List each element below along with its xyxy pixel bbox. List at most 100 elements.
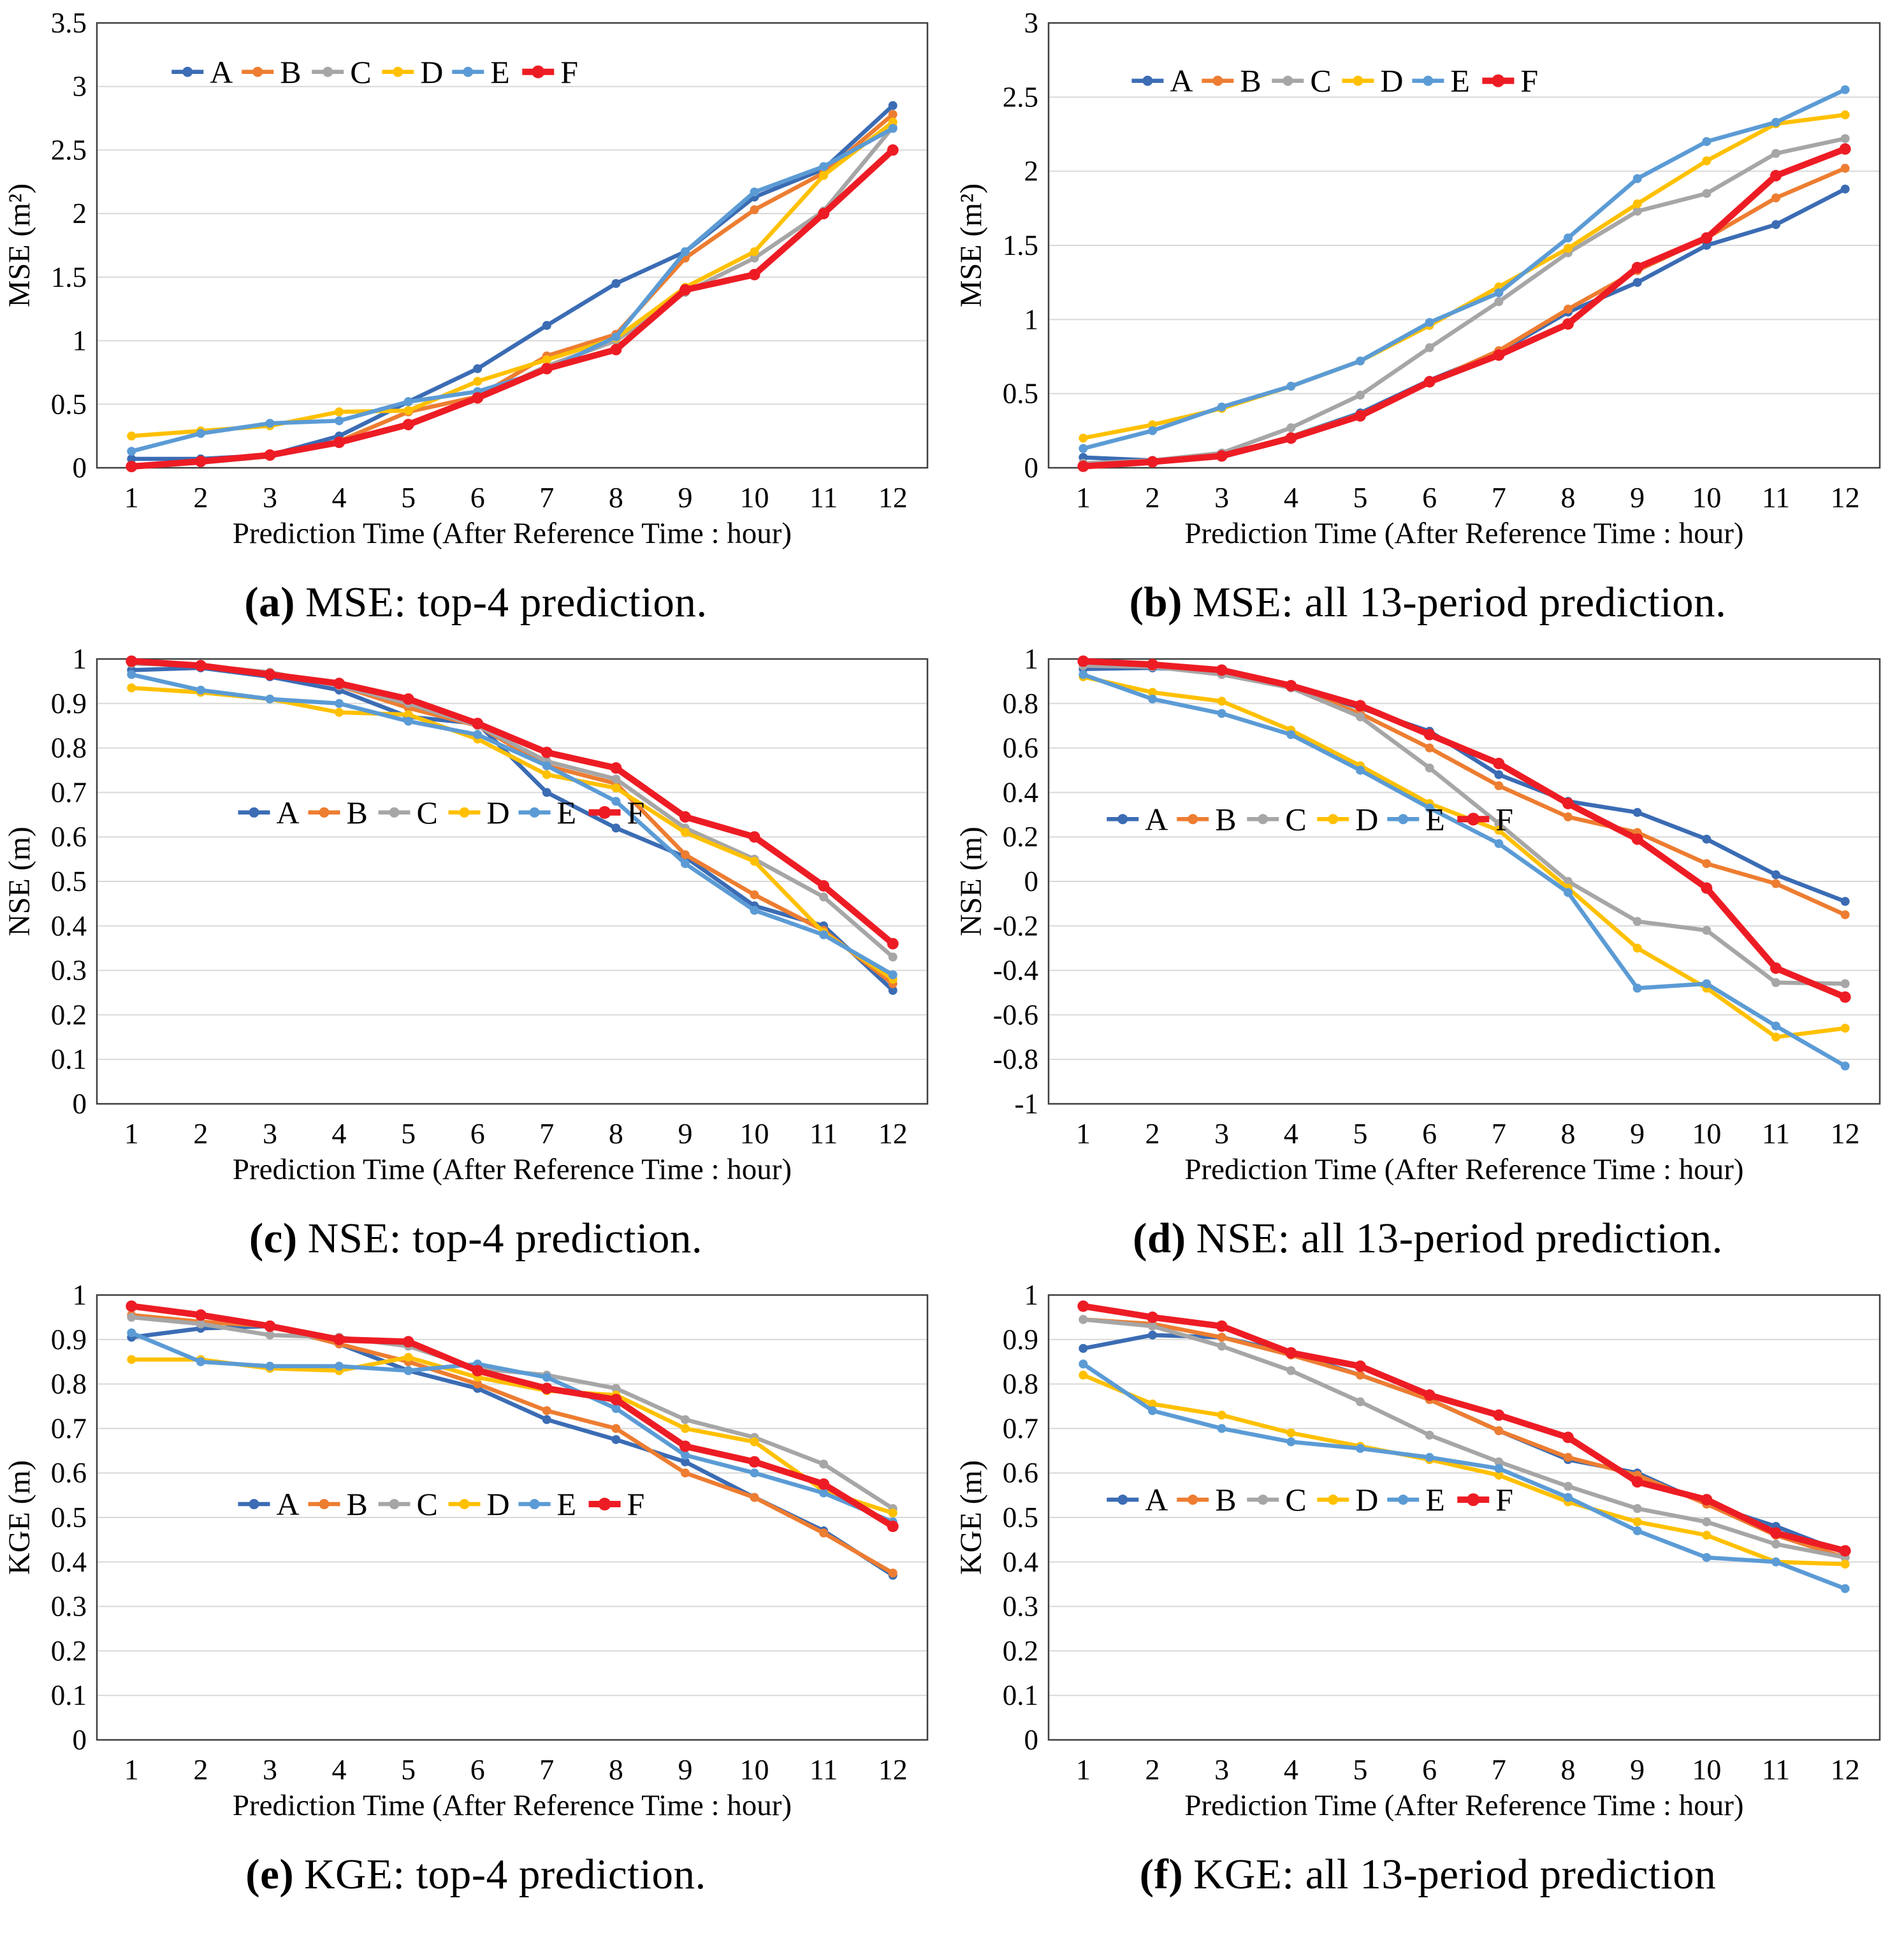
svg-text:8: 8 <box>609 1753 623 1786</box>
svg-text:C: C <box>1285 801 1306 837</box>
chart-c: 00.10.20.30.40.50.60.70.80.911 2 3 4 5 6 7 8 9 10… <box>3 643 929 1186</box>
svg-text:B: B <box>1215 1482 1236 1517</box>
caption-b-paren-open: ( <box>1129 578 1144 626</box>
chart-f: 00.10.20.30.40.50.60.70.80.911 2 3 4 5 6 7 8 9 10… <box>954 1279 1881 1822</box>
caption-a-paren-open: ( <box>244 578 259 626</box>
svg-text:0.9: 0.9 <box>1003 1324 1038 1356</box>
svg-text:0.7: 0.7 <box>51 776 87 808</box>
svg-text:12: 12 <box>1831 1753 1860 1786</box>
svg-text:C: C <box>417 795 438 830</box>
svg-text:12: 12 <box>878 481 908 514</box>
svg-text:Prediction Time (After Referen: Prediction Time (After Reference Time : … <box>233 517 792 550</box>
svg-text:A: A <box>277 795 300 830</box>
svg-text:C: C <box>1285 1482 1306 1517</box>
svg-text:1: 1 <box>73 325 87 357</box>
svg-text:9: 9 <box>678 1753 692 1786</box>
svg-text:F: F <box>560 54 578 90</box>
svg-text:1: 1 <box>124 481 139 514</box>
svg-text:6: 6 <box>1422 481 1437 514</box>
svg-text:0: 0 <box>1024 865 1039 897</box>
svg-text:F: F <box>1495 801 1513 837</box>
svg-text:E: E <box>1425 801 1445 837</box>
svg-text:-0.4: -0.4 <box>993 955 1038 987</box>
svg-text:0: 0 <box>73 1724 87 1756</box>
svg-text:10: 10 <box>740 481 769 514</box>
svg-text:2: 2 <box>193 1753 208 1786</box>
svg-text:0.7: 0.7 <box>51 1412 87 1444</box>
svg-text:-1: -1 <box>1015 1088 1039 1120</box>
svg-text:4: 4 <box>1284 481 1298 514</box>
caption-b-text: MSE: all 13-period prediction. <box>1192 578 1727 626</box>
svg-text:9: 9 <box>1630 1117 1645 1150</box>
caption-d-paren-close: ) <box>1171 1214 1186 1262</box>
svg-text:7: 7 <box>539 481 554 514</box>
svg-text:3.5: 3.5 <box>51 7 87 39</box>
caption-b-letter: b <box>1144 578 1168 626</box>
svg-text:6: 6 <box>470 1753 485 1786</box>
svg-text:5: 5 <box>401 481 416 514</box>
svg-text:0.5: 0.5 <box>1003 1502 1038 1533</box>
caption-c-text: NSE: top-4 prediction. <box>307 1214 703 1262</box>
svg-text:F: F <box>627 1486 645 1522</box>
caption-c-paren-close: ) <box>282 1214 298 1262</box>
svg-text:MSE (m²): MSE (m²) <box>954 184 988 307</box>
svg-text:A: A <box>1145 801 1168 837</box>
caption-a-text: MSE: top-4 prediction. <box>305 578 708 626</box>
svg-text:-0.6: -0.6 <box>993 999 1038 1031</box>
caption-d-text: NSE: all 13-period prediction. <box>1196 1214 1723 1262</box>
svg-text:10: 10 <box>1692 481 1721 514</box>
svg-text:12: 12 <box>878 1753 908 1786</box>
svg-text:E: E <box>1450 63 1470 99</box>
svg-text:12: 12 <box>1831 1117 1860 1150</box>
svg-text:E: E <box>557 1486 577 1522</box>
svg-text:0.8: 0.8 <box>1003 1368 1038 1400</box>
svg-text:8: 8 <box>1561 1117 1576 1150</box>
svg-text:11: 11 <box>1762 1753 1790 1786</box>
svg-text:0.6: 0.6 <box>51 1457 87 1489</box>
svg-text:A: A <box>1170 63 1193 99</box>
svg-text:2: 2 <box>193 481 208 514</box>
caption-b-paren-close: ) <box>1168 578 1182 626</box>
svg-text:NSE (m): NSE (m) <box>3 827 36 936</box>
svg-text:0.3: 0.3 <box>51 1591 87 1623</box>
svg-text:3: 3 <box>1214 1117 1229 1150</box>
caption-f-text: KGE: all 13-period prediction <box>1193 1850 1717 1898</box>
svg-text:5: 5 <box>1353 1753 1368 1786</box>
svg-text:1: 1 <box>1076 1753 1091 1786</box>
svg-text:1.5: 1.5 <box>1003 229 1038 261</box>
svg-text:0.2: 0.2 <box>1003 821 1038 853</box>
svg-text:C: C <box>417 1486 438 1522</box>
chart-d: -1-0.8-0.6-0.4-0.200.20.40.60.811 2 3 4 5 6 7 8… <box>954 643 1881 1186</box>
svg-text:4: 4 <box>332 1117 347 1150</box>
svg-text:8: 8 <box>1561 1753 1576 1786</box>
svg-text:C: C <box>1310 63 1331 99</box>
svg-text:0.7: 0.7 <box>1003 1412 1038 1444</box>
svg-text:9: 9 <box>678 481 692 514</box>
svg-text:12: 12 <box>1831 481 1860 514</box>
svg-text:11: 11 <box>1762 481 1790 514</box>
svg-text:5: 5 <box>401 1117 416 1150</box>
svg-text:1: 1 <box>73 643 87 675</box>
svg-text:0.8: 0.8 <box>1003 688 1038 720</box>
svg-text:0.6: 0.6 <box>1003 732 1038 764</box>
svg-text:A: A <box>277 1486 300 1522</box>
svg-text:0.9: 0.9 <box>51 1324 87 1356</box>
svg-text:0.2: 0.2 <box>51 1635 87 1667</box>
svg-text:6: 6 <box>470 481 485 514</box>
svg-text:KGE (m): KGE (m) <box>3 1460 36 1575</box>
svg-text:D: D <box>420 54 443 90</box>
svg-text:0.3: 0.3 <box>1003 1591 1038 1623</box>
caption-e-paren-open: ( <box>245 1850 261 1898</box>
svg-text:0.5: 0.5 <box>51 1502 87 1533</box>
svg-text:Prediction Time (After Referen: Prediction Time (After Reference Time : … <box>233 1153 792 1186</box>
caption-e-text: KGE: top-4 prediction. <box>304 1850 706 1898</box>
svg-text:7: 7 <box>1492 1753 1506 1786</box>
svg-text:0.5: 0.5 <box>51 388 87 420</box>
svg-text:3: 3 <box>73 71 87 103</box>
svg-text:0: 0 <box>1024 452 1039 484</box>
caption-e-letter: e <box>260 1850 280 1898</box>
svg-text:0.5: 0.5 <box>1003 378 1038 410</box>
svg-text:6: 6 <box>1422 1117 1437 1150</box>
svg-text:F: F <box>627 795 645 830</box>
